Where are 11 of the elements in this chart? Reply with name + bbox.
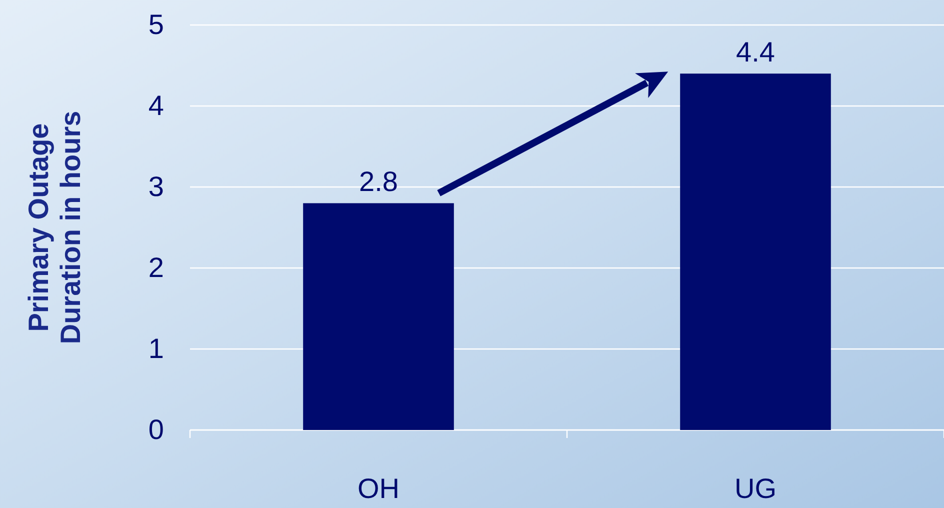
y-tick-label: 4	[148, 90, 164, 121]
y-axis-title: Primary Outage Duration in hours	[23, 110, 86, 344]
y-tick-label: 5	[148, 8, 164, 40]
y-tick-label: 0	[148, 414, 164, 445]
y-tick-label: 3	[148, 170, 164, 202]
y-tick-label: 1	[148, 332, 164, 364]
data-label: 2.8	[359, 166, 398, 198]
x-tick-label: UG	[734, 472, 776, 504]
x-tick-label: OH	[358, 472, 400, 504]
data-label: 4.4	[736, 36, 775, 68]
y-tick-label: 2	[148, 252, 164, 283]
